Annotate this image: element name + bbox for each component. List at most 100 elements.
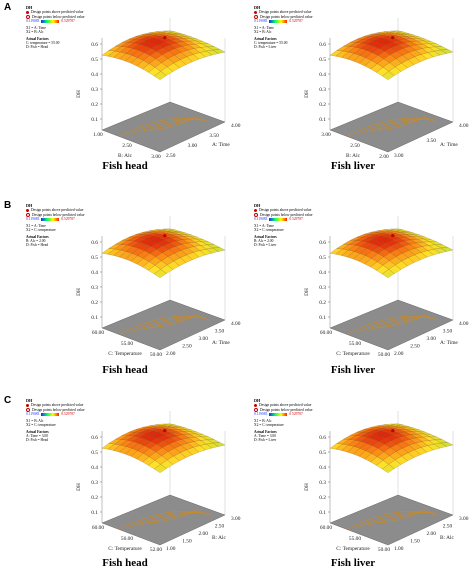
factors-title: Actual Factors: [254, 429, 277, 434]
x-tick-label: 52.00: [150, 547, 162, 553]
design-point: [391, 429, 395, 433]
z-tick-label: 0.6: [91, 240, 98, 246]
legend-above: Design points above predicted value: [31, 10, 84, 15]
surface-svg: 0.6 0.5 0.4 0.3 0.2 0.1 DH 60.00 55.00 50.00 C: Te…: [76, 216, 241, 358]
z-axis-label: DH: [76, 90, 82, 98]
y-tick-label: 2.50: [410, 344, 420, 350]
z-tick-label: 0.1: [319, 510, 326, 516]
below-point-icon: [26, 212, 30, 217]
y-tick-label: 1.00: [394, 546, 404, 552]
colorbar-low: 0.119083: [26, 18, 40, 23]
legend-below: Design points below predicted value: [32, 407, 85, 412]
caption-c-liver: Fish liver: [330, 557, 376, 569]
y-tick-label: 3.00: [427, 336, 437, 342]
factor-2: D: Fish = Head: [26, 243, 49, 248]
y-axis-label: A: Time: [212, 340, 230, 346]
design-point: [391, 36, 395, 40]
z-tick-label: 0.4: [91, 270, 98, 276]
z-tick-label: 0.2: [319, 300, 326, 306]
z-tick-label: 0.5: [91, 57, 98, 63]
x-axis-label: C: Temperature: [336, 351, 370, 357]
z-tick-label: 0.1: [91, 510, 98, 516]
z-tick-label: 0.3: [91, 480, 98, 486]
factors-title: Actual Factors: [26, 36, 49, 41]
legend-above: Design points above predicted value: [31, 208, 84, 213]
legend-below: Design points below predicted value: [260, 14, 313, 19]
contour-line: [129, 512, 207, 528]
x1-label: X1 = A: Time: [26, 224, 46, 229]
x-tick-label: 60.00: [320, 525, 332, 531]
x2-label: X2 = C: temperature: [26, 228, 56, 233]
colorbar-high: 0.529787: [289, 216, 303, 221]
x-tick-label: 50.00: [150, 352, 162, 358]
y-tick-label: 1.00: [166, 546, 176, 552]
design-point: [391, 234, 395, 238]
y-axis-label: A: Time: [440, 340, 458, 346]
z-tick-label: 0.4: [91, 72, 98, 78]
factor-2: D: Fish = Head: [26, 45, 49, 50]
legend-below: Design points below predicted value: [32, 212, 85, 217]
design-point: [163, 36, 167, 40]
factor-1: B: Alc = 2.00: [254, 239, 274, 244]
contour-line: [119, 315, 211, 335]
x-tick-label: 56.00: [121, 536, 133, 542]
y-tick-label: 2.50: [182, 344, 192, 350]
colorbar-low: 0.119083: [26, 411, 40, 416]
caption-c-head: Fish head: [102, 557, 148, 569]
y-axis-label: B: Alc: [440, 535, 455, 541]
x-tick-label: 50.00: [378, 547, 390, 553]
above-point-icon: [254, 208, 257, 212]
factor-2: D: Fish = Head: [26, 438, 49, 443]
contour-line: [149, 313, 199, 329]
x-tick-label: 1.00: [93, 132, 103, 138]
colorbar: [269, 19, 288, 23]
factor-2: D: Fish = Liver: [254, 243, 277, 248]
legend-title: DH: [254, 5, 261, 10]
legend: DH Design points above predicted value D…: [26, 398, 85, 443]
x-axis-label: B: Alc: [118, 153, 133, 159]
z-tick-label: 0.4: [319, 270, 326, 276]
x-tick-label: 55.00: [349, 536, 361, 542]
contour-line: [347, 117, 439, 137]
factor-2: D: Fish = Liver: [254, 438, 277, 443]
colorbar-high: 0.529787: [289, 18, 303, 23]
caption-a-head: Fish head: [102, 160, 148, 172]
x-tick-label: 55.00: [121, 341, 133, 347]
contour-line: [139, 315, 203, 331]
row-letter-c: C: [4, 395, 12, 406]
factors-title: Actual Factors: [254, 36, 277, 41]
below-point-icon: [26, 407, 30, 412]
y-tick-label: 3.00: [459, 516, 469, 522]
x2-label: X2 = C: temperature: [254, 423, 284, 428]
y-tick-label: 3.50: [443, 329, 453, 335]
y-tick-label: 1.50: [410, 539, 420, 545]
y-axis-label: B: Alc: [212, 535, 227, 541]
x2-label: X2 = C: temperature: [254, 228, 284, 233]
z-axis-label: DH: [304, 288, 310, 296]
z-tick-label: 0.5: [91, 255, 98, 261]
y-tick-label: 2.50: [166, 153, 176, 159]
z-axis-label: DH: [304, 483, 310, 491]
x-axis-label: C: Temperature: [108, 351, 142, 357]
contour-line: [119, 117, 211, 137]
legend-title: DH: [26, 398, 33, 403]
surface-svg: 0.6 0.5 0.4 0.3 0.2 0.1 DH 3.00 2.50 2.00 B: Alc 4.…: [304, 18, 469, 160]
factor-2: D: Fish = Liver: [254, 45, 277, 50]
surface-cell: [212, 442, 226, 447]
y-tick-label: 2.00: [427, 531, 437, 537]
colorbar: [41, 217, 60, 221]
surface-svg: 0.6 0.5 0.4 0.3 0.2 0.1 DH 60.00 55.00 50.00 C: Te…: [304, 411, 469, 553]
surface-plot-c-head: DH Design points above predicted value D…: [20, 397, 241, 565]
x2-label: X2 = B: Alc: [26, 30, 44, 35]
surface-svg: 0.6 0.5 0.4 0.3 0.2 0.1 DH 60.00 56.00 52.00 C: Te…: [76, 411, 241, 553]
contour-line: [367, 117, 431, 133]
z-tick-label: 0.2: [319, 495, 326, 501]
design-point: [163, 234, 167, 238]
colorbar: [269, 217, 288, 221]
contour-line: [367, 510, 431, 526]
z-tick-label: 0.3: [319, 285, 326, 291]
z-tick-label: 0.2: [319, 102, 326, 108]
factors-title: Actual Factors: [26, 234, 49, 239]
z-tick-label: 0.6: [319, 435, 326, 441]
contour-line: [357, 512, 435, 528]
